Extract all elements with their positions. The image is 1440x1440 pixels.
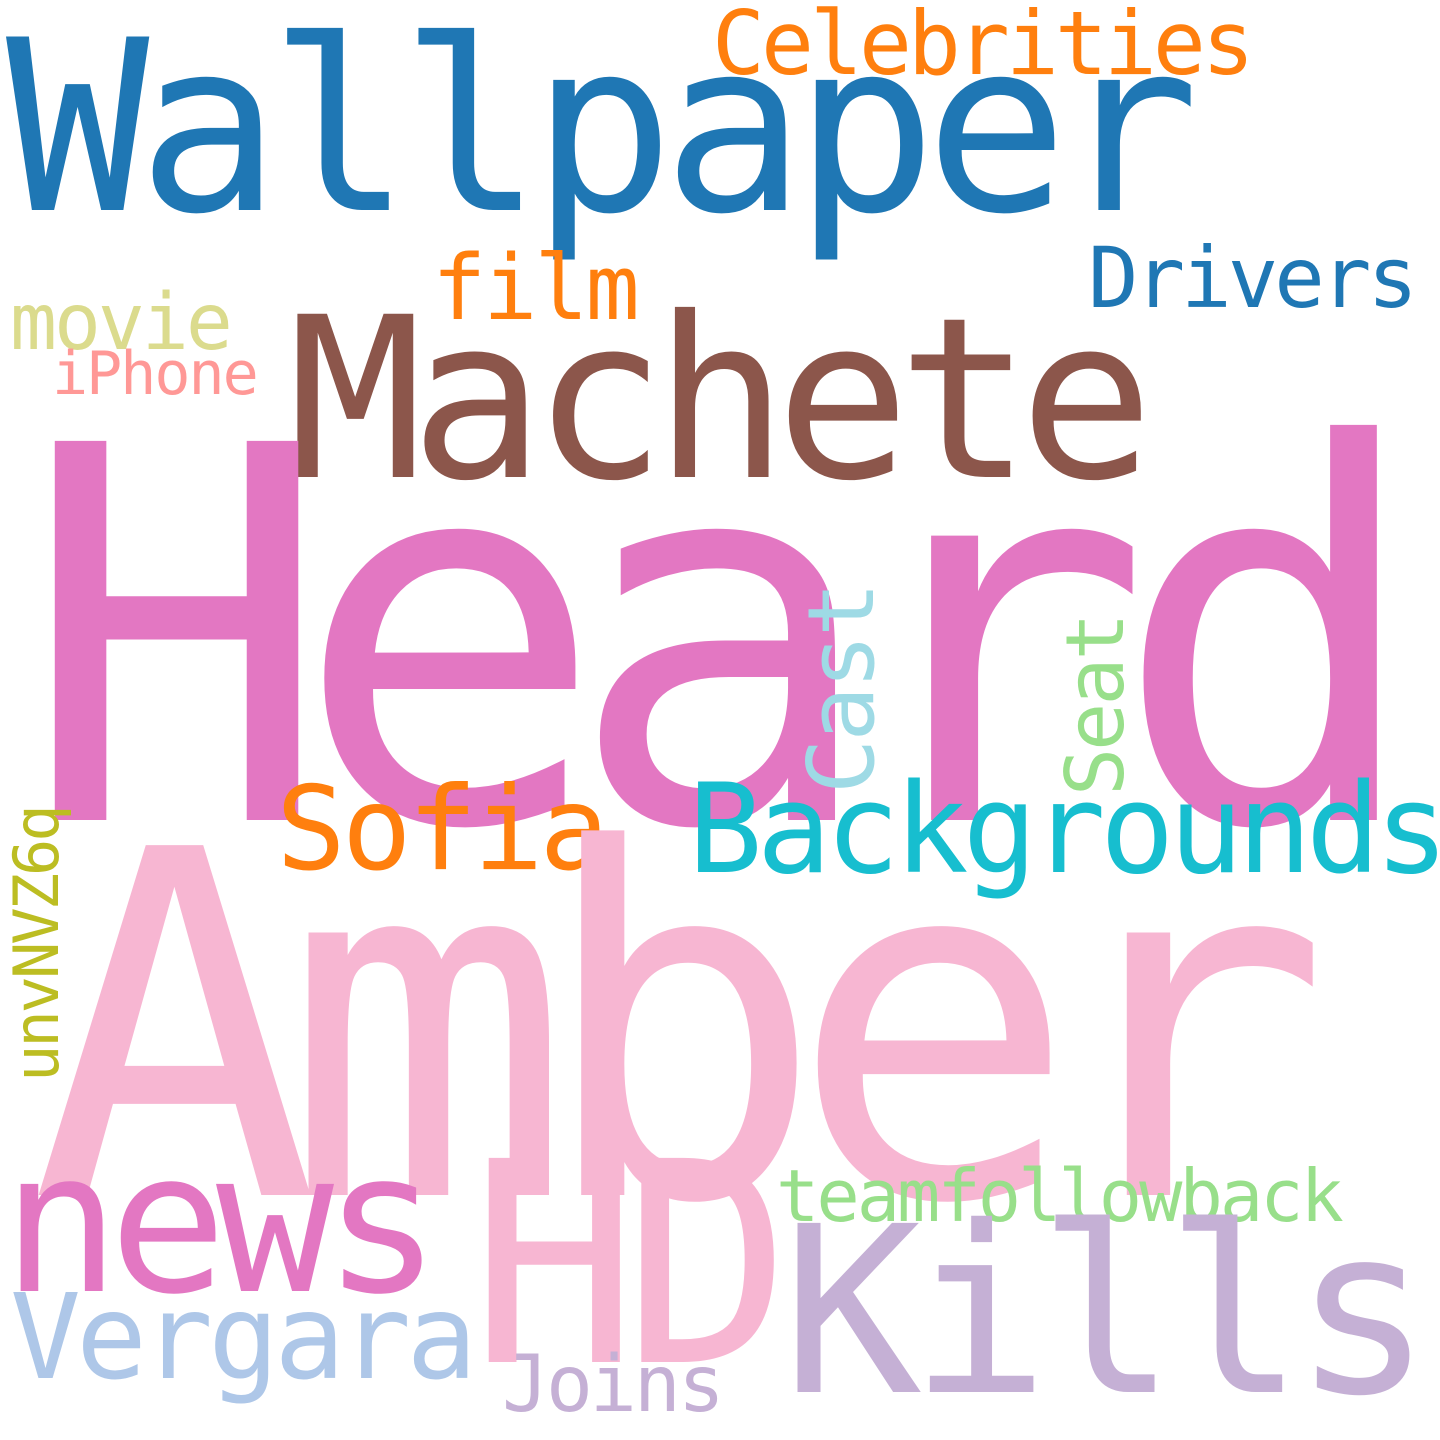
word-amber: Amber xyxy=(30,750,1331,1309)
word-vergara: Vergara xyxy=(10,1268,477,1406)
word-sofia: Sofia xyxy=(276,762,609,897)
word-kills: Kills xyxy=(782,1177,1432,1440)
word-teamfollowback: teamfollowback xyxy=(776,1154,1344,1238)
word-joins: Joins xyxy=(502,1340,725,1430)
word-wallpaper: Wallpaper xyxy=(6,0,1200,267)
word-hd: HD xyxy=(470,1103,791,1429)
word-backgrounds: Backgrounds xyxy=(688,758,1440,902)
word-news: news xyxy=(2,1110,441,1338)
word-film: film xyxy=(432,236,640,341)
word-machete: Machete xyxy=(288,269,1154,530)
word-heard: Heard xyxy=(20,337,1425,943)
word-drivers: Drivers xyxy=(1088,229,1418,327)
word-iphone: iPhone xyxy=(52,339,259,409)
word-movie: movie xyxy=(10,278,233,368)
word-celebrities: Celebrities xyxy=(712,0,1255,95)
